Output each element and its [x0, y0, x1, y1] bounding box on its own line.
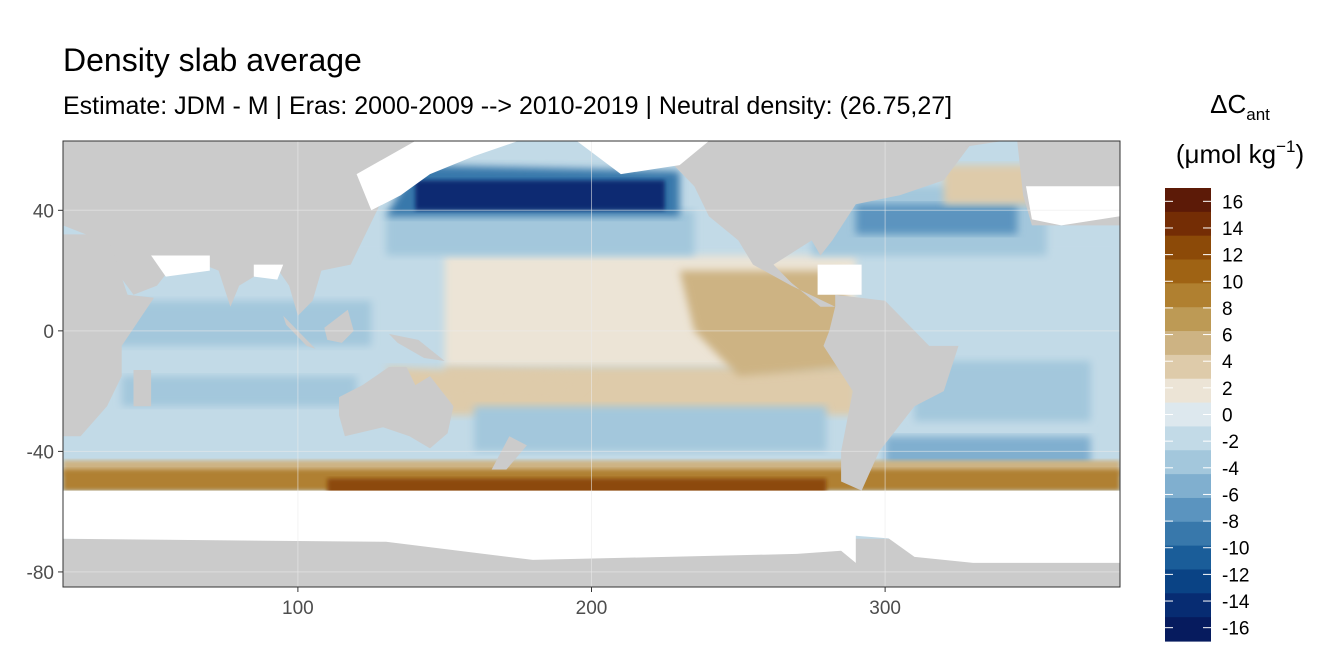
no-data-mediterranean: [1026, 186, 1120, 226]
legend-label-15: -14: [1222, 592, 1250, 613]
legend-swatch-5: [1165, 307, 1211, 332]
anomaly-region-14: [855, 204, 1018, 235]
legend-label-12: -8: [1222, 512, 1239, 533]
legend-swatch-1: [1165, 211, 1211, 237]
legend-swatch-11: [1165, 450, 1211, 475]
land-greenland: [885, 141, 1003, 150]
legend-swatch-8: [1165, 378, 1211, 404]
legend-label-5: 6: [1222, 326, 1233, 347]
grid-lines: [63, 141, 1120, 587]
legend-unit-sup: −1: [1276, 137, 1295, 156]
legend-swatch-17: [1165, 593, 1211, 618]
legend-label-0: 16: [1222, 192, 1243, 213]
legend-title-sub: ant: [1246, 105, 1270, 124]
legend-label-8: 0: [1222, 406, 1233, 427]
y-tick-label-0: 40: [33, 201, 54, 222]
legend-unit-suffix: ): [1295, 139, 1304, 169]
anomaly-region-7: [474, 406, 827, 452]
legend-label-6: 4: [1222, 352, 1233, 373]
chart-subtitle: Estimate: JDM - M | Eras: 2000-2009 --> …: [63, 92, 953, 120]
y-tick-label-2: -40: [27, 442, 54, 463]
x-tick-label-1: 200: [576, 598, 608, 619]
x-tick-label-2: 300: [869, 598, 901, 619]
no-data-weddell: [885, 535, 1120, 563]
x-axis: 100 200 300: [282, 587, 901, 619]
legend-label-4: 8: [1222, 299, 1233, 320]
legend-swatch-14: [1165, 521, 1211, 547]
anomaly-region-12: [415, 180, 665, 211]
legend-title: ΔCant: [1210, 89, 1270, 124]
no-data-caribbean: [817, 264, 862, 295]
legend-label-2: 12: [1222, 246, 1243, 267]
legend-label-16: -16: [1222, 619, 1249, 640]
legend-swatch-15: [1165, 545, 1211, 571]
legend-label-1: 14: [1222, 219, 1244, 240]
legend-label-11: -6: [1222, 485, 1239, 506]
x-tick-label-0: 100: [282, 598, 314, 619]
legend-swatch-13: [1165, 497, 1211, 523]
no-data-arabian-sea-north: [151, 255, 210, 277]
legend-label-10: -4: [1222, 459, 1239, 480]
legend-unit-prefix: (μmol kg: [1176, 139, 1276, 169]
legend-label-14: -12: [1222, 565, 1249, 586]
color-legend: ΔCant (μmol kg−1) 16 14 12 10 8 6 4 2 0 -2 -4 -6 -8 -…: [1165, 89, 1304, 642]
land-north-america: [591, 141, 974, 307]
legend-label-7: 2: [1222, 379, 1233, 400]
anomaly-region-10: [386, 210, 695, 256]
no-data-north-pacific-rim: [356, 141, 519, 211]
land-sumatra: [283, 315, 316, 349]
legend-swatch-16: [1165, 569, 1211, 594]
legend-unit: (μmol kg−1): [1176, 137, 1304, 169]
land-australia: [339, 367, 454, 449]
legend-ticks: 16 14 12 10 8 6 4 2 0 -2 -4 -6 -8 -10 -12 -14 -16: [1165, 192, 1250, 640]
legend-label-9: -2: [1222, 432, 1239, 453]
y-tick-label-3: -80: [27, 563, 54, 584]
no-data-bay-of-bengal-north: [253, 264, 284, 280]
land-madagascar: [133, 370, 152, 407]
land-new-zealand: [491, 436, 527, 470]
land-south-america: [823, 294, 959, 491]
legend-label-13: -10: [1222, 539, 1249, 560]
legend-swatch-18: [1165, 617, 1211, 642]
legend-swatch-0: [1165, 188, 1211, 213]
legend-swatch-2: [1165, 235, 1211, 261]
land-africa: [63, 234, 154, 437]
y-tick-label-1: 0: [43, 322, 54, 343]
no-data-bering: [576, 141, 709, 175]
legend-swatch-10: [1165, 426, 1211, 451]
land-new-guinea: [388, 333, 445, 361]
legend-swatch-6: [1165, 331, 1211, 356]
legend-title-main: ΔC: [1210, 89, 1246, 119]
anomaly-region-8: [914, 361, 1091, 422]
land-borneo: [324, 309, 354, 343]
legend-swatch-7: [1165, 354, 1211, 380]
chart-title: Density slab average: [63, 42, 362, 78]
legend-swatch-3: [1165, 259, 1211, 284]
y-axis: 40 0 -40 -80: [27, 201, 63, 584]
legend-swatch-4: [1165, 283, 1211, 308]
map-panel: [63, 141, 1120, 587]
anomaly-region-6: [121, 376, 357, 407]
legend-label-3: 10: [1222, 272, 1243, 293]
